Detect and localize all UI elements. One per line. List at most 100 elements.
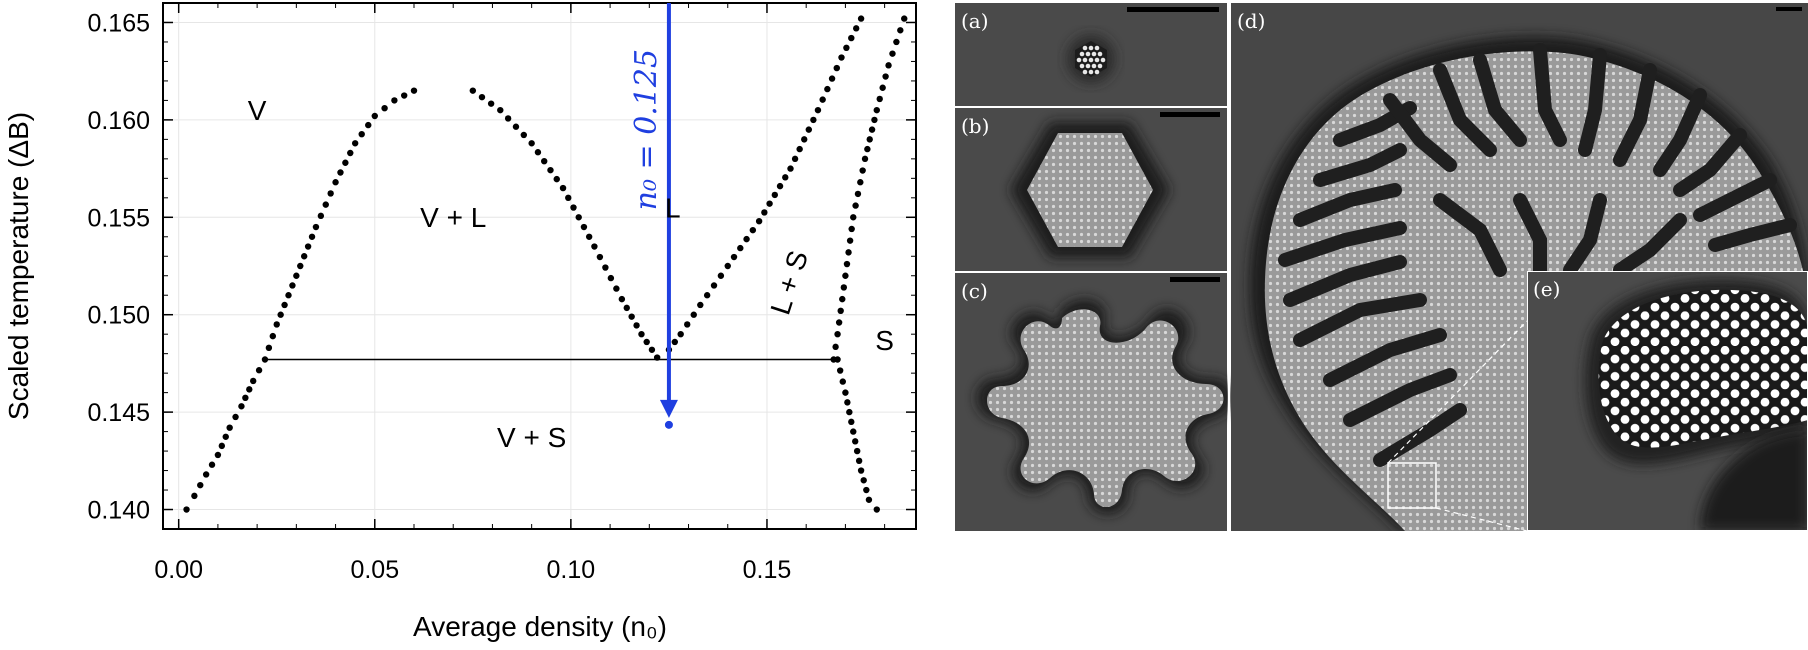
boundary-point: [232, 413, 239, 421]
boundary-point: [859, 167, 866, 174]
boundary-point: [273, 321, 280, 328]
y-tick-label: 0.150: [87, 302, 150, 330]
boundary-point: [351, 140, 359, 147]
region-label: V + L: [420, 202, 486, 233]
boundary-point: [755, 217, 763, 225]
boundary-point: [269, 332, 277, 340]
boundary-point: [342, 159, 349, 166]
arrow-endpoint: [664, 420, 673, 429]
boundary-point: [819, 96, 826, 103]
boundary-point: [218, 442, 226, 450]
boundary-point: [623, 304, 630, 312]
boundary-point: [520, 131, 528, 139]
boundary-point: [265, 344, 273, 352]
phase-boundary-points: [183, 15, 908, 513]
boundary-point: [487, 100, 495, 107]
boundary-point: [882, 73, 889, 80]
x-tick-label: 0.05: [350, 556, 399, 584]
boundary-point: [677, 330, 684, 338]
boundary-point: [565, 194, 572, 202]
y-tick-label: 0.160: [87, 107, 150, 135]
boundary-point: [297, 262, 304, 270]
boundary-point: [191, 492, 198, 500]
boundary-point: [868, 126, 876, 133]
boundary-point: [879, 84, 886, 91]
region-label: V + S: [497, 422, 566, 453]
boundary-point: [810, 116, 817, 124]
boundary-point: [861, 155, 869, 163]
boundary-point: [202, 471, 210, 478]
boundary-point: [885, 62, 892, 69]
arrow-head: [659, 399, 678, 418]
y-tick-label: 0.165: [87, 9, 150, 37]
panel-b-image: (b): [955, 108, 1227, 271]
boundary-point: [478, 93, 486, 101]
boundary-point: [327, 190, 334, 197]
boundary-point: [776, 182, 784, 190]
boundary-point: [633, 322, 640, 329]
boundary-point: [469, 87, 477, 94]
panel-e-label: (e): [1533, 277, 1560, 301]
boundary-point: [607, 274, 615, 282]
boundary-point: [197, 481, 204, 489]
region-label: S: [875, 325, 894, 356]
boundary-point: [710, 282, 718, 289]
boundary-point: [893, 38, 900, 46]
boundary-point: [864, 145, 871, 153]
x-axis-label: Average density (n₀): [413, 611, 667, 642]
scale-bar: [1160, 112, 1220, 117]
panel-separators: [955, 3, 1230, 531]
boundary-point: [844, 399, 851, 406]
boundary-point: [591, 243, 598, 250]
boundary-point: [347, 149, 354, 157]
y-tick-label: 0.155: [87, 204, 150, 232]
boundary-point: [805, 126, 813, 133]
boundary-point: [850, 428, 857, 435]
panel-c-image: (c): [955, 273, 1233, 531]
boundary-point: [724, 262, 731, 270]
boundary-point: [410, 87, 418, 94]
boundary-point: [852, 438, 859, 445]
boundary-point: [848, 418, 855, 426]
boundary-point: [836, 367, 844, 374]
boundary-point: [250, 377, 257, 385]
boundary-point: [671, 338, 679, 346]
boundary-point: [730, 253, 738, 261]
y-tick-label: 0.140: [87, 497, 150, 525]
scale-bar: [1776, 7, 1802, 11]
boundary-point: [857, 467, 865, 474]
boundary-point: [643, 338, 650, 346]
boundary-point: [322, 201, 329, 208]
panel-a-label: (a): [961, 9, 989, 33]
boundary-point: [843, 44, 850, 52]
boundary-point: [848, 225, 855, 233]
boundary-point: [504, 115, 512, 122]
x-tick-label: 0.00: [154, 556, 203, 584]
boundary-point: [638, 330, 645, 338]
boundary-point: [852, 25, 860, 32]
boundary-point: [743, 235, 750, 243]
boundary-point: [293, 272, 300, 279]
boundary-point: [796, 145, 803, 153]
boundary-point: [246, 386, 253, 393]
boundary-point: [852, 202, 859, 209]
boundary-point: [833, 64, 840, 72]
y-axis-label: Scaled temperature (ΔB): [3, 112, 34, 420]
boundary-point: [570, 204, 577, 211]
panel-e-image: (e): [1527, 271, 1808, 531]
boundary-point: [828, 75, 836, 82]
y-tick-label: 0.145: [87, 399, 150, 427]
boundary-point: [238, 403, 245, 410]
boundary-point: [277, 311, 284, 318]
boundary-point: [787, 165, 794, 172]
boundary-point: [846, 237, 854, 244]
boundary-point: [596, 253, 604, 261]
scale-bar: [1127, 7, 1219, 12]
x-tick-label: 0.15: [743, 556, 792, 584]
boundary-point: [580, 223, 588, 231]
panel-d-label: (d): [1237, 9, 1265, 33]
boundary-point: [585, 233, 593, 240]
boundary-point: [873, 106, 880, 114]
boundary-point: [575, 214, 582, 221]
x-tick-labels: 0.00 0.05 0.10 0.15: [154, 556, 791, 584]
